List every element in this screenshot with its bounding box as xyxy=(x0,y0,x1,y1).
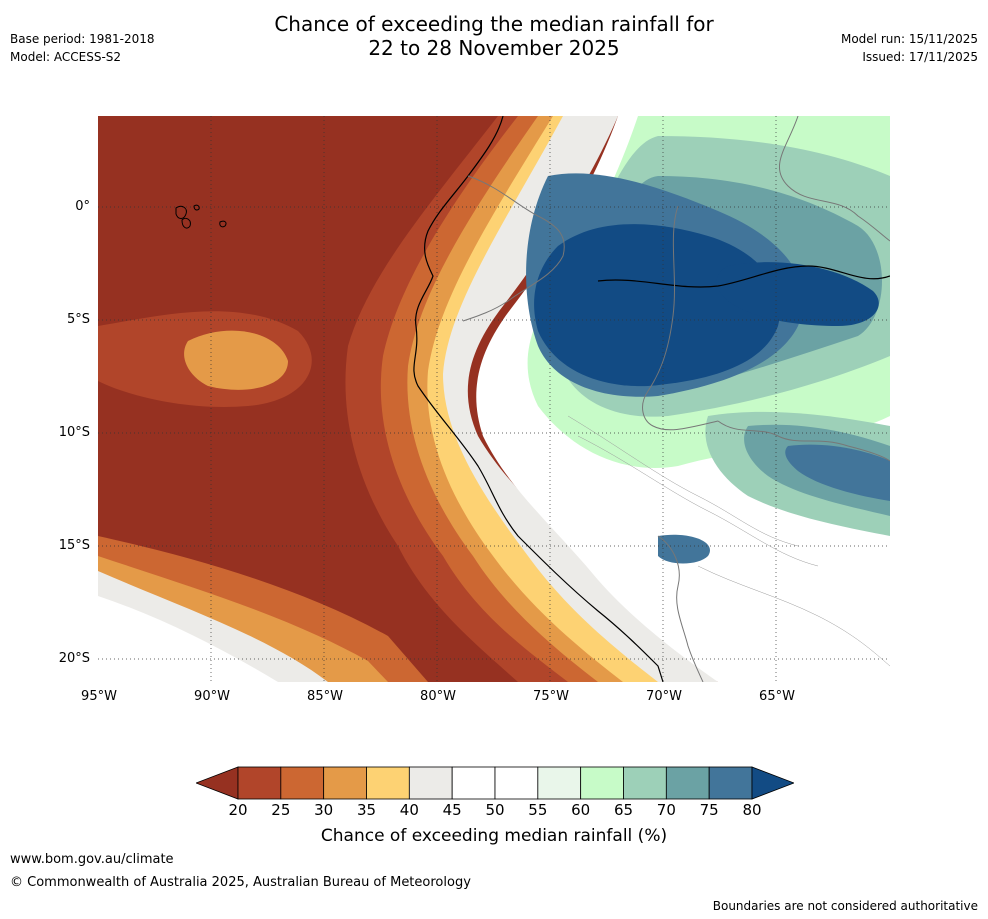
land-band-80 xyxy=(534,224,780,387)
galapagos-islands xyxy=(175,204,227,229)
lon-label-85w: 85°W xyxy=(307,689,343,704)
footer-copyright: © Commonwealth of Australia 2025, Austra… xyxy=(10,875,471,890)
lon-label-90w: 90°W xyxy=(194,689,230,704)
colorbar-swatch xyxy=(623,766,667,800)
colorbar-tick-label: 30 xyxy=(314,801,334,819)
lat-label-10s: 10°S xyxy=(58,425,90,440)
lat-label-0: 0° xyxy=(75,199,90,214)
lon-label-70w: 70°W xyxy=(646,689,682,704)
colorbar-tick-label: 60 xyxy=(571,801,591,819)
base-period-text: Base period: 1981-2018 xyxy=(10,32,155,46)
land-band-80-east xyxy=(716,262,879,326)
colorbar-swatch xyxy=(494,766,539,800)
model-run-text: Model run: 15/11/2025 xyxy=(840,32,978,46)
colorbar-swatch xyxy=(408,766,453,800)
colorbar-swatch xyxy=(537,766,582,800)
title-line-1: Chance of exceeding the median rainfall … xyxy=(274,12,714,36)
model-text: Model: ACCESS-S2 xyxy=(10,50,122,64)
river xyxy=(597,265,890,288)
colorbar-label: Chance of exceeding median rainfall (%) xyxy=(320,826,668,846)
colorbar-tick-label: 50 xyxy=(485,801,505,819)
lat-label-5s: 5°S xyxy=(66,312,90,327)
colorbar-tick-label: 35 xyxy=(356,801,377,819)
lon-label-65w: 65°W xyxy=(759,689,795,704)
colorbar-tick-label: 25 xyxy=(271,801,291,819)
colorbar-tick-label: 45 xyxy=(442,801,462,819)
colorbar-swatch xyxy=(708,766,753,800)
colorbar-tick-label: 80 xyxy=(742,801,762,819)
colorbar-tick-label: 20 xyxy=(228,801,248,819)
colorbar-swatch xyxy=(280,766,325,800)
colorbar-swatch xyxy=(665,766,710,800)
coastal-band-45 xyxy=(443,116,718,682)
lat-label-15s: 15°S xyxy=(58,538,90,553)
footer-note: Boundaries are not considered authoritat… xyxy=(712,899,978,913)
land-band-75-south xyxy=(785,444,890,501)
colorbar-swatch xyxy=(366,766,410,800)
colorbar-tick-label: 40 xyxy=(399,801,419,819)
colorbar-swatch xyxy=(237,766,282,800)
colorbar-swatch xyxy=(323,766,367,800)
colorbar-extend-low xyxy=(194,766,239,800)
colorbar xyxy=(194,766,796,800)
lon-label-75w: 75°W xyxy=(533,689,569,704)
contour-lines xyxy=(567,415,890,667)
colorbar-tick-label: 55 xyxy=(528,801,548,819)
lat-label-20s: 20°S xyxy=(58,651,90,666)
colorbar-swatch xyxy=(451,766,496,800)
colorbar-extend-high xyxy=(751,766,796,800)
colorbar-tick-label: 70 xyxy=(656,801,676,819)
country-boundaries xyxy=(462,116,890,682)
lake-region-patch xyxy=(658,534,710,564)
issued-text: Issued: 17/11/2025 xyxy=(862,50,978,64)
colorbar-swatch xyxy=(580,766,624,800)
lon-label-95w: 95°W xyxy=(81,689,117,704)
colorbar-graphic xyxy=(194,766,796,800)
lon-label-80w: 80°W xyxy=(420,689,456,704)
chart-title: Chance of exceeding the median rainfall … xyxy=(0,12,988,60)
metadata-left: Base period: 1981-2018 Model: ACCESS-S2 xyxy=(10,32,155,68)
band-50 xyxy=(98,596,278,682)
title-line-2: 22 to 28 November 2025 xyxy=(368,36,620,60)
colorbar-tick-label: 65 xyxy=(613,801,634,819)
band-35-patch xyxy=(184,330,288,390)
map-canvas xyxy=(98,116,890,682)
colorbar-tick-label: 75 xyxy=(699,801,719,819)
graticule xyxy=(98,116,890,682)
footer-url: www.bom.gov.au/climate xyxy=(10,852,174,867)
metadata-right: Model run: 15/11/2025 Issued: 17/11/2025 xyxy=(841,32,978,68)
rainfall-probability-map xyxy=(98,116,890,682)
coastline xyxy=(413,116,664,682)
